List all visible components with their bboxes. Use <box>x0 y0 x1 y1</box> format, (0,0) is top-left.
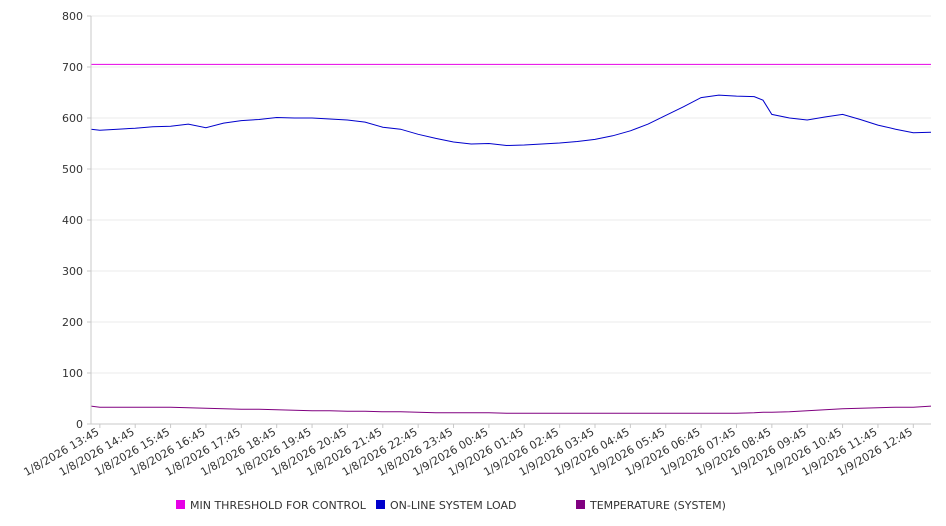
legend-swatch-0 <box>176 500 185 509</box>
x-axis-ticks: 1/8/2026 13:451/8/2026 14:451/8/2026 15:… <box>22 424 915 479</box>
y-tick-label: 300 <box>62 265 83 278</box>
legend-swatch-1 <box>376 500 385 509</box>
series-line-2 <box>90 405 932 414</box>
y-tick-label: 200 <box>62 316 83 329</box>
series-line-1 <box>90 94 932 147</box>
legend-label-0: MIN THRESHOLD FOR CONTROL <box>190 499 367 512</box>
y-tick-label: 800 <box>62 10 83 23</box>
series-lines <box>90 63 932 414</box>
y-tick-label: 700 <box>62 61 83 74</box>
y-tick-label: 600 <box>62 112 83 125</box>
legend-label-1: ON-LINE SYSTEM LOAD <box>390 499 516 512</box>
grid-lines <box>91 15 931 374</box>
y-tick-label: 100 <box>62 367 83 380</box>
legend-label-2: TEMPERATURE (SYSTEM) <box>589 499 726 512</box>
legend: MIN THRESHOLD FOR CONTROL ON-LINE SYSTEM … <box>176 499 726 512</box>
y-tick-label: 0 <box>76 418 83 431</box>
y-axis-ticks: 0 100 200 300 400 500 600 700 800 <box>62 10 91 431</box>
y-tick-label: 400 <box>62 214 83 227</box>
y-tick-label: 500 <box>62 163 83 176</box>
legend-swatch-2 <box>576 500 585 509</box>
